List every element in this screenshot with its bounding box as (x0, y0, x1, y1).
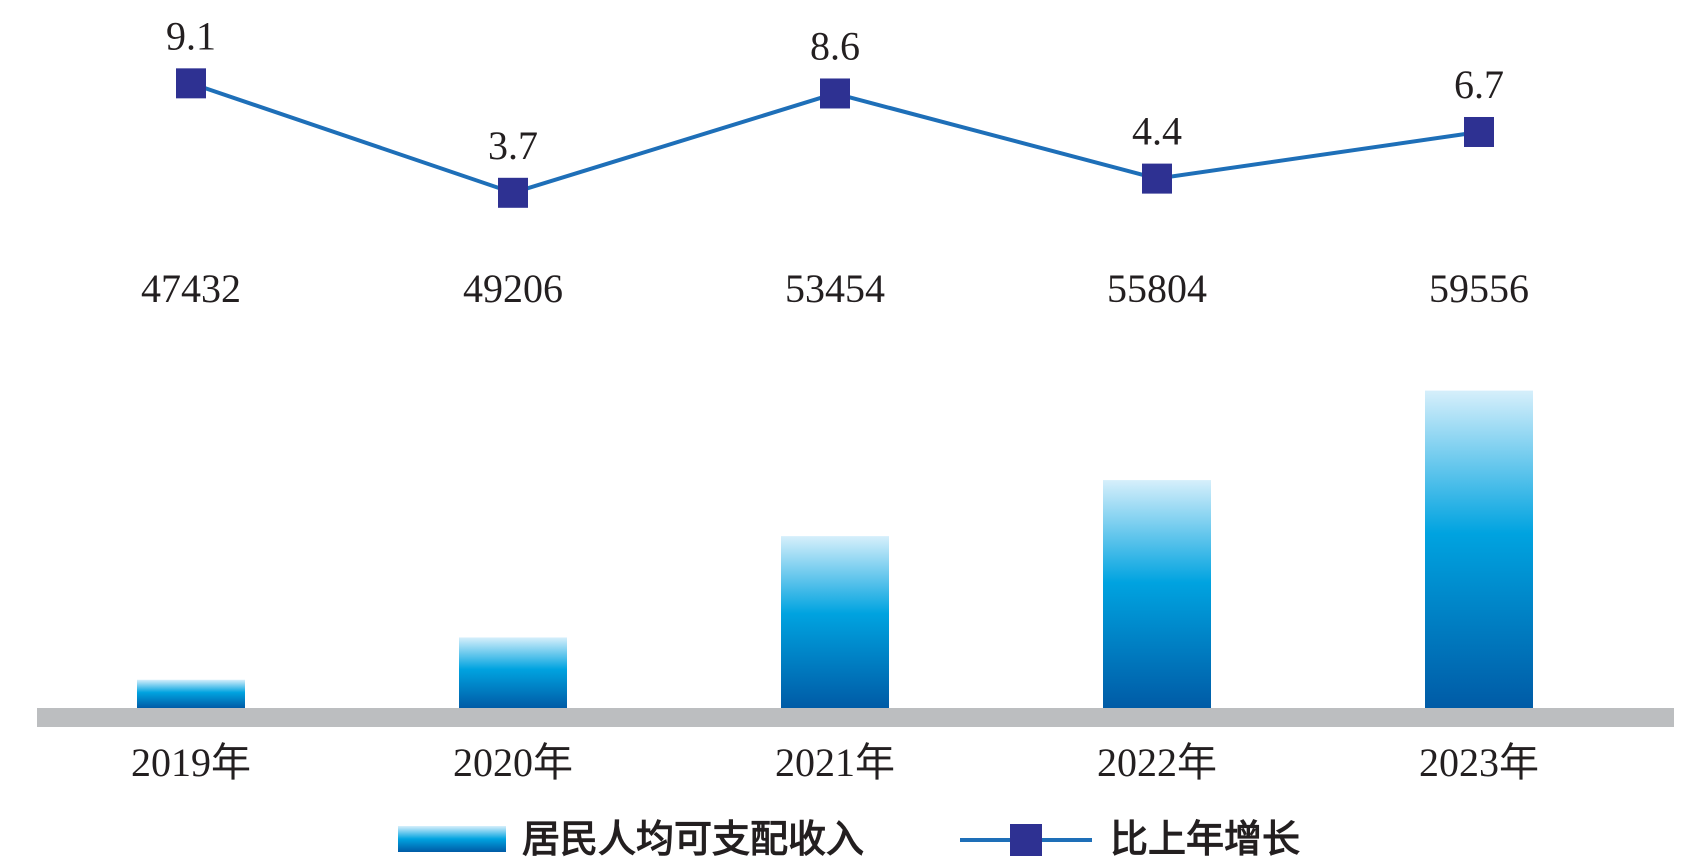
growth-value-label: 6.7 (1454, 62, 1504, 107)
growth-marker-1 (176, 68, 206, 99)
x-axis-tick-labels: 2019年 2020年 2021年 2022年 2023年 (131, 740, 1539, 785)
legend-line-label: 比上年增长 (1110, 816, 1300, 861)
growth-value-labels: 9.1 3.7 8.6 4.4 6.7 (166, 13, 1504, 167)
growth-marker-5 (1464, 116, 1494, 147)
growth-value-label: 4.4 (1132, 109, 1182, 154)
growth-marker-4 (1142, 163, 1172, 194)
growth-marker-2 (498, 177, 528, 208)
x-tick-label: 2020年 (453, 740, 573, 785)
x-tick-label: 2023年 (1419, 740, 1539, 785)
bar-4 (1103, 480, 1211, 708)
bar-value-label: 49206 (463, 266, 563, 311)
growth-line-layer (176, 68, 1494, 208)
legend-bar-swatch (398, 826, 506, 852)
bar-value-labels: 47432 49206 53454 55804 59556 (141, 266, 1529, 311)
bar-value-label: 47432 (141, 266, 241, 311)
bar-2 (459, 637, 567, 708)
bars-layer (137, 390, 1533, 708)
bar-value-label: 55804 (1107, 266, 1207, 311)
growth-value-label: 9.1 (166, 13, 216, 58)
x-tick-label: 2022年 (1097, 740, 1217, 785)
legend-bar-label: 居民人均可支配收入 (522, 816, 864, 861)
growth-value-label: 8.6 (810, 23, 860, 68)
x-tick-label: 2021年 (775, 740, 895, 785)
legend: 居民人均可支配收入 比上年增长 (398, 816, 1300, 861)
x-tick-label: 2019年 (131, 740, 251, 785)
growth-marker-3 (820, 78, 850, 109)
growth-value-label: 3.7 (488, 123, 538, 168)
bar-1 (137, 679, 245, 708)
bar-5 (1425, 390, 1533, 708)
bar-value-label: 59556 (1429, 266, 1529, 311)
bar-value-label: 53454 (785, 266, 885, 311)
legend-line-marker (1010, 824, 1042, 856)
x-axis-band (37, 708, 1674, 727)
bar-3 (781, 536, 889, 708)
